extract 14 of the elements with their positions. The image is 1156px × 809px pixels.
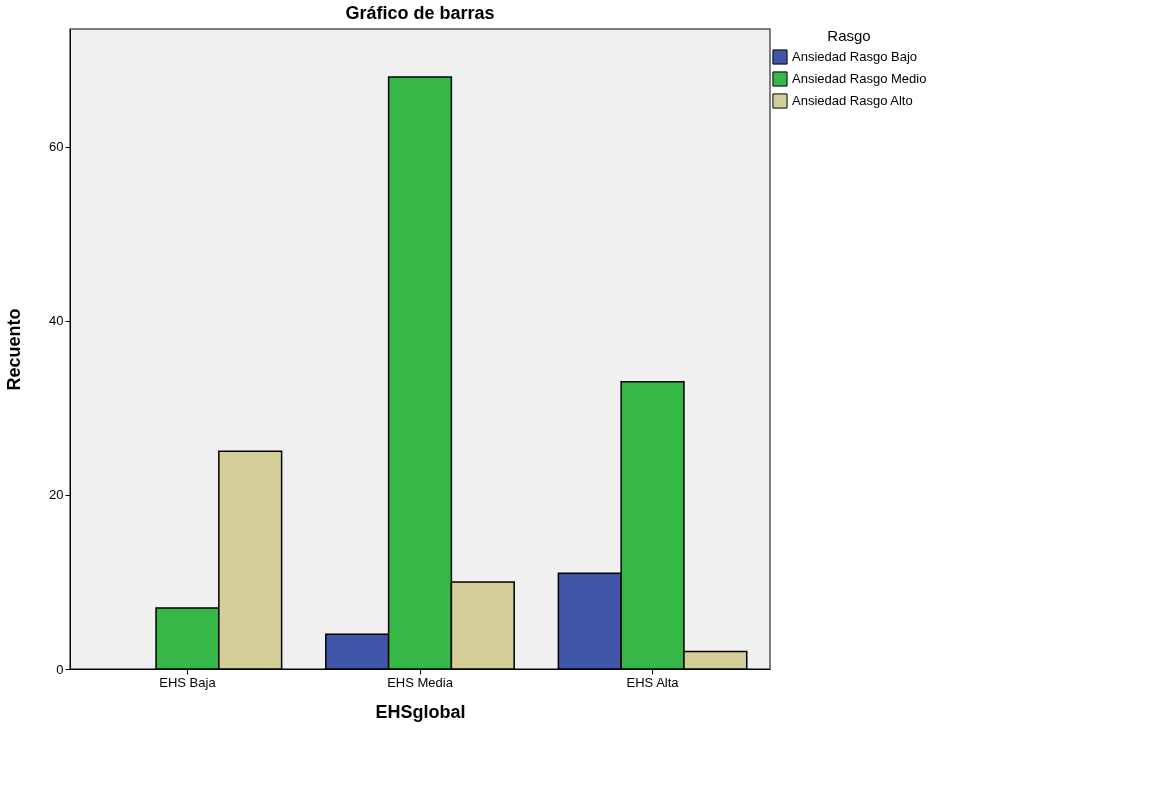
y-axis-title: Recuento: [4, 308, 25, 391]
x-tick-label: EHS Media: [387, 674, 454, 690]
legend-label: Ansiedad Rasgo Medio: [792, 71, 927, 86]
legend-title: Rasgo: [827, 27, 871, 44]
x-tick-label: EHS Baja: [159, 674, 217, 690]
x-axis-title: EHSglobal: [375, 701, 466, 722]
y-tick-label: 60: [49, 139, 64, 155]
y-tick-label: 20: [49, 487, 64, 503]
legend-label: Ansiedad Rasgo Alto: [792, 93, 913, 108]
legend-label: Ansiedad Rasgo Bajo: [792, 49, 918, 64]
y-tick-label: 40: [49, 313, 64, 329]
y-tick-label: 0: [56, 661, 64, 677]
chart-title: Gráfico de barras: [345, 3, 495, 23]
x-tick-label: EHS Alta: [626, 674, 680, 690]
